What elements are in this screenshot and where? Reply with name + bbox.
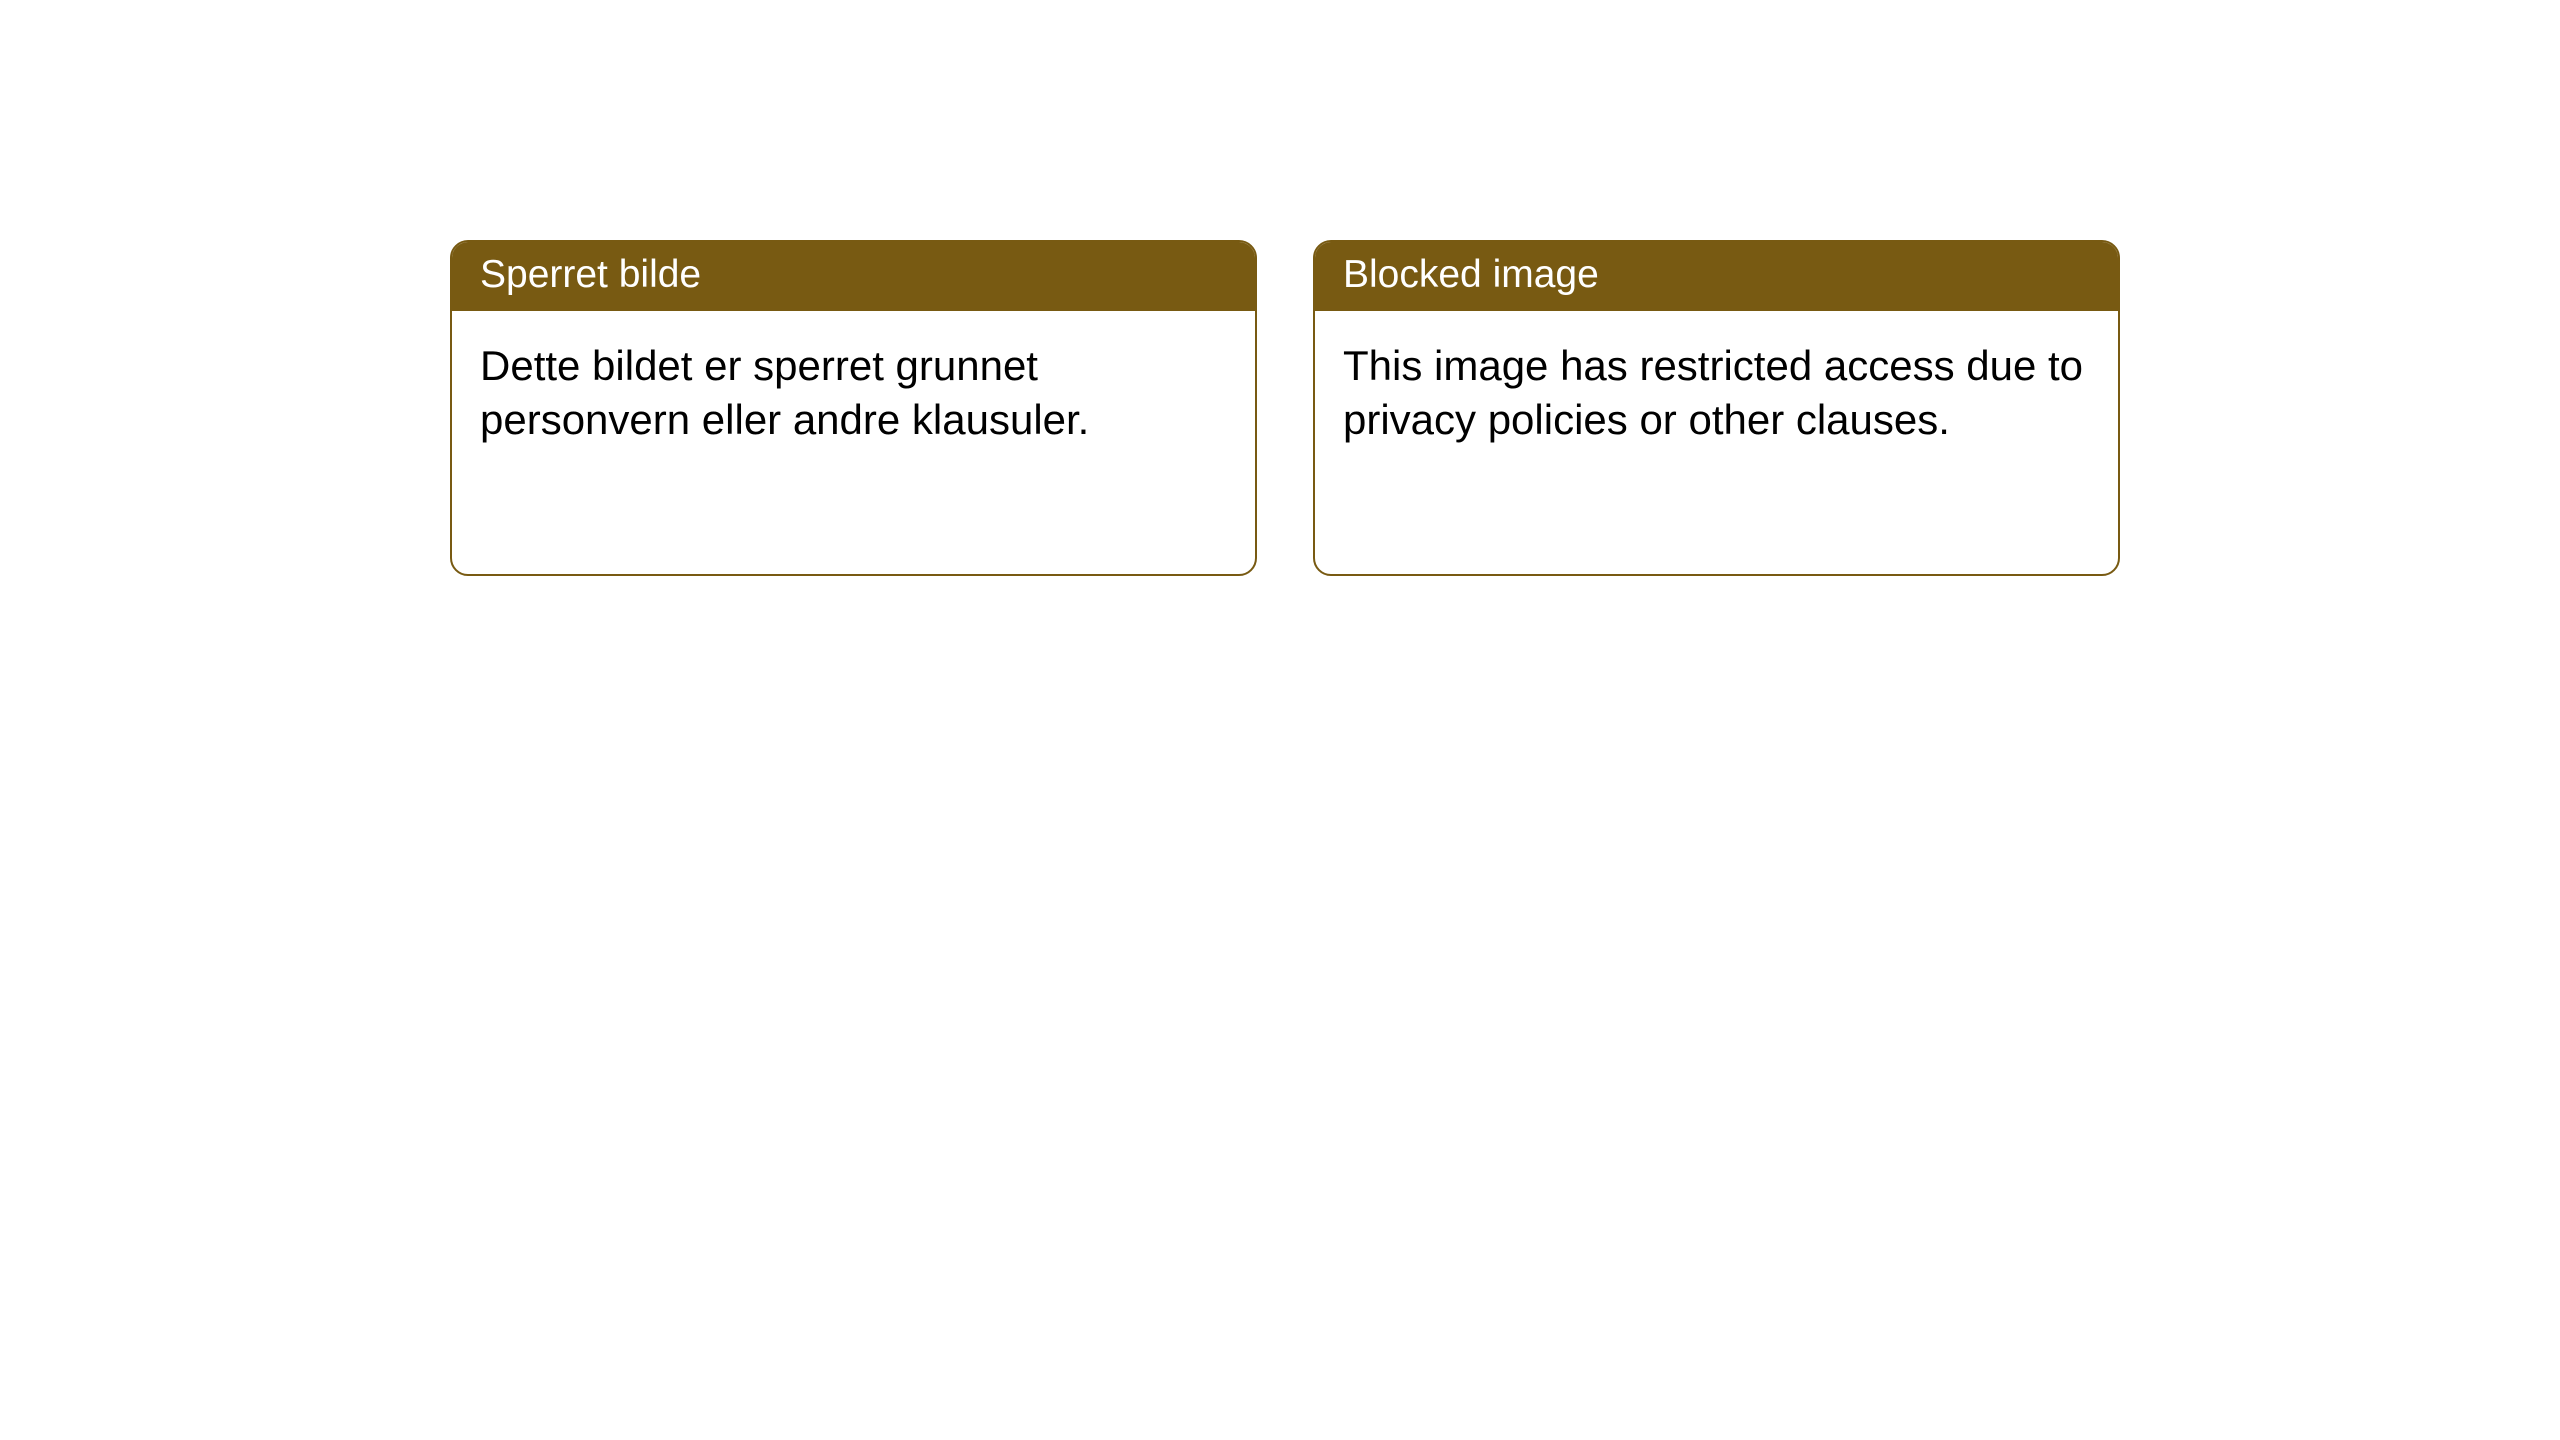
notice-cards-container: Sperret bilde Dette bildet er sperret gr… — [450, 240, 2560, 576]
notice-header: Blocked image — [1315, 242, 2118, 311]
notice-card-english: Blocked image This image has restricted … — [1313, 240, 2120, 576]
notice-card-norwegian: Sperret bilde Dette bildet er sperret gr… — [450, 240, 1257, 576]
notice-body: This image has restricted access due to … — [1315, 311, 2118, 475]
notice-body: Dette bildet er sperret grunnet personve… — [452, 311, 1255, 475]
notice-header: Sperret bilde — [452, 242, 1255, 311]
